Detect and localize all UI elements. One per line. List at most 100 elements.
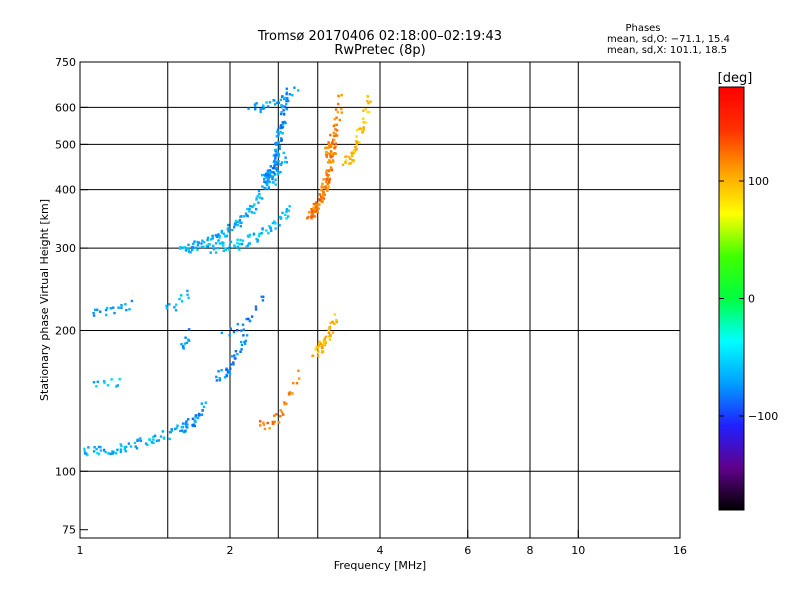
echo-point: [284, 156, 287, 159]
echo-point: [257, 189, 261, 193]
echo-point: [291, 94, 294, 97]
echo-point: [281, 122, 285, 125]
echo-point: [311, 213, 315, 216]
echo-point: [194, 246, 198, 249]
echo-point: [271, 167, 275, 170]
echo-point: [243, 341, 246, 344]
echo-point: [275, 143, 278, 146]
echo-point: [106, 306, 109, 310]
echo-point: [102, 448, 106, 452]
echo-point: [99, 446, 102, 449]
echo-point: [315, 209, 318, 212]
scatter-points: [83, 86, 372, 457]
echo-point: [236, 329, 239, 332]
echo-point: [279, 126, 282, 130]
echo-point: [248, 210, 251, 213]
echo-point: [277, 133, 280, 136]
echo-point: [366, 95, 370, 98]
y-tick-label: 200: [55, 324, 76, 337]
echo-point: [334, 128, 337, 131]
echo-point: [194, 420, 197, 423]
echo-point: [215, 379, 219, 382]
echo-point: [248, 233, 251, 237]
echo-point: [267, 231, 270, 235]
echo-point: [192, 423, 195, 426]
echo-point: [173, 306, 176, 309]
echo-point: [146, 443, 149, 447]
echo-point: [337, 102, 340, 106]
echo-point: [269, 227, 272, 230]
echo-point: [168, 431, 172, 434]
echo-point: [234, 350, 238, 353]
echo-point: [324, 340, 327, 343]
echo-point: [325, 146, 328, 149]
echo-point: [220, 369, 223, 372]
echo-point: [112, 450, 115, 454]
echo-point: [273, 420, 276, 423]
echo-point: [238, 248, 241, 251]
echo-point: [184, 422, 187, 426]
x-axis-label: Frequency [MHz]: [334, 559, 426, 572]
echo-point: [209, 251, 212, 254]
echo-point: [187, 243, 190, 246]
echo-point: [267, 173, 270, 176]
echo-point: [324, 187, 327, 190]
echo-point: [330, 144, 333, 147]
echo-point: [261, 299, 265, 302]
echo-point: [86, 453, 89, 457]
echo-point: [279, 98, 283, 101]
echo-point: [272, 154, 276, 157]
echo-point: [295, 382, 299, 385]
echo-point: [197, 241, 200, 244]
echo-point: [313, 215, 317, 218]
echo-point: [246, 244, 250, 247]
echo-point: [226, 371, 230, 374]
echo-point: [271, 177, 274, 181]
echo-point: [310, 208, 313, 211]
echo-point: [288, 205, 291, 208]
echo-point: [114, 452, 118, 455]
echo-point: [326, 189, 329, 192]
echo-point: [279, 409, 282, 412]
echo-point: [332, 160, 335, 164]
echo-point: [323, 343, 327, 347]
echo-point: [359, 127, 362, 130]
echo-point: [181, 422, 185, 425]
echo-point: [128, 308, 131, 311]
echo-point: [316, 211, 319, 214]
y-axis: 75 100 200 300 400 500 600 750: [55, 56, 88, 537]
echo-point: [279, 163, 282, 166]
echo-point: [181, 246, 184, 249]
echo-point: [282, 105, 285, 108]
echo-point: [256, 239, 260, 242]
echo-point: [104, 451, 107, 454]
echo-point: [264, 180, 267, 184]
echo-point: [330, 168, 334, 172]
echo-point: [275, 166, 279, 170]
echo-point: [273, 173, 276, 176]
echo-point: [260, 232, 263, 235]
echo-point: [174, 309, 178, 312]
echo-point: [276, 130, 279, 134]
echo-point: [120, 444, 123, 447]
echo-point: [116, 448, 119, 451]
echo-point: [179, 429, 182, 433]
echo-point: [240, 215, 243, 218]
echo-point: [340, 94, 343, 97]
echo-point: [325, 155, 328, 159]
echo-point: [179, 246, 182, 249]
echo-point: [254, 108, 257, 111]
echo-point: [277, 172, 280, 175]
echo-point: [362, 121, 365, 124]
echo-point: [168, 303, 171, 306]
echo-point: [274, 161, 277, 164]
echo-point: [349, 162, 352, 165]
echo-point: [196, 244, 200, 247]
echo-point: [259, 108, 262, 111]
echo-point: [351, 151, 354, 154]
echo-point: [279, 216, 283, 219]
echo-point: [361, 130, 364, 133]
echo-point: [275, 101, 279, 104]
echo-point: [274, 155, 277, 158]
echo-point: [329, 155, 332, 158]
